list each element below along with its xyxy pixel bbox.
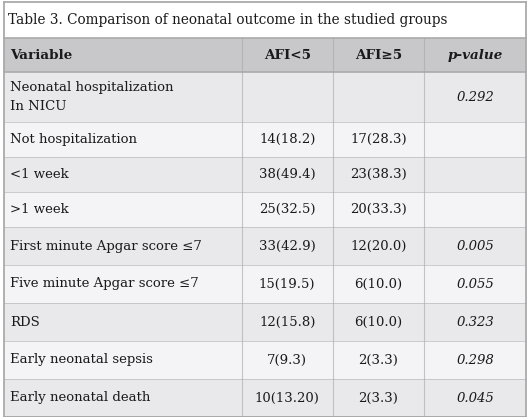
- Text: 0.005: 0.005: [456, 239, 494, 253]
- Bar: [4, 38, 526, 72]
- Text: AFI≥5: AFI≥5: [355, 48, 402, 61]
- Bar: [4, 341, 526, 379]
- Text: 12(15.8): 12(15.8): [259, 316, 315, 329]
- Text: 12(20.0): 12(20.0): [350, 239, 407, 253]
- Text: 23(38.3): 23(38.3): [350, 168, 407, 181]
- Bar: [4, 265, 526, 303]
- Text: Variable: Variable: [10, 48, 72, 61]
- Text: 0.045: 0.045: [456, 392, 494, 404]
- Bar: [4, 303, 526, 341]
- Text: 0.292: 0.292: [456, 90, 494, 103]
- Bar: [4, 122, 526, 157]
- Bar: [4, 2, 526, 38]
- Text: 2(3.3): 2(3.3): [359, 392, 399, 404]
- Text: 0.298: 0.298: [456, 354, 494, 367]
- Text: 10(13.20): 10(13.20): [255, 392, 320, 404]
- Text: 0.323: 0.323: [456, 316, 494, 329]
- Text: 0.055: 0.055: [456, 277, 494, 291]
- Text: Early neonatal sepsis: Early neonatal sepsis: [10, 354, 153, 367]
- Text: 20(33.3): 20(33.3): [350, 203, 407, 216]
- Bar: [4, 227, 526, 265]
- Text: RDS: RDS: [10, 316, 40, 329]
- Text: 15(19.5): 15(19.5): [259, 277, 315, 291]
- Bar: [4, 379, 526, 417]
- Text: 33(42.9): 33(42.9): [259, 239, 315, 253]
- Text: 25(32.5): 25(32.5): [259, 203, 315, 216]
- Text: AFI<5: AFI<5: [264, 48, 311, 61]
- Text: >1 week: >1 week: [10, 203, 69, 216]
- Text: <1 week: <1 week: [10, 168, 69, 181]
- Text: Five minute Apgar score ≤7: Five minute Apgar score ≤7: [10, 277, 199, 291]
- Bar: [4, 72, 526, 122]
- Text: Neonatal hospitalization: Neonatal hospitalization: [10, 80, 173, 93]
- Text: First minute Apgar score ≤7: First minute Apgar score ≤7: [10, 239, 202, 253]
- Text: Not hospitalization: Not hospitalization: [10, 133, 137, 146]
- Text: 17(28.3): 17(28.3): [350, 133, 407, 146]
- Text: 6(10.0): 6(10.0): [355, 277, 403, 291]
- Text: Table 3. Comparison of neonatal outcome in the studied groups: Table 3. Comparison of neonatal outcome …: [8, 13, 447, 27]
- Text: 2(3.3): 2(3.3): [359, 354, 399, 367]
- Bar: [4, 157, 526, 192]
- Text: 38(49.4): 38(49.4): [259, 168, 315, 181]
- Text: 6(10.0): 6(10.0): [355, 316, 403, 329]
- Bar: [4, 192, 526, 227]
- Text: p-value: p-value: [447, 48, 503, 61]
- Text: Early neonatal death: Early neonatal death: [10, 392, 151, 404]
- Text: In NICU: In NICU: [10, 100, 66, 113]
- Text: 14(18.2): 14(18.2): [259, 133, 315, 146]
- Text: 7(9.3): 7(9.3): [267, 354, 307, 367]
